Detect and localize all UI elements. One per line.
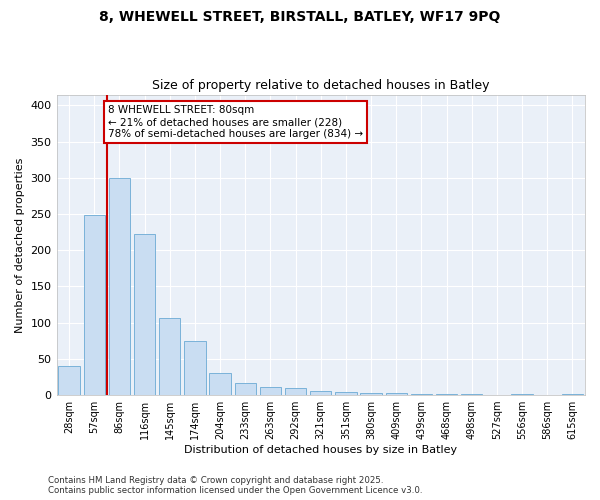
X-axis label: Distribution of detached houses by size in Batley: Distribution of detached houses by size … (184, 445, 457, 455)
Bar (411, 394, 432, 395)
Text: Contains HM Land Registry data © Crown copyright and database right 2025.
Contai: Contains HM Land Registry data © Crown c… (48, 476, 422, 495)
Bar (310, 392, 331, 395)
Bar (83, 216, 105, 395)
Bar (285, 388, 307, 395)
Bar (436, 394, 457, 395)
Bar (361, 393, 382, 395)
Text: 8 WHEWELL STREET: 80sqm
← 21% of detached houses are smaller (228)
78% of semi-d: 8 WHEWELL STREET: 80sqm ← 21% of detache… (108, 106, 363, 138)
Bar (109, 178, 130, 395)
Bar (159, 318, 181, 395)
Bar (562, 394, 583, 395)
Bar (235, 383, 256, 395)
Bar (260, 387, 281, 395)
Y-axis label: Number of detached properties: Number of detached properties (15, 157, 25, 332)
Bar (386, 393, 407, 395)
Bar (58, 366, 80, 395)
Bar (461, 394, 482, 395)
Bar (335, 392, 356, 395)
Bar (511, 394, 533, 395)
Bar (134, 234, 155, 395)
Title: Size of property relative to detached houses in Batley: Size of property relative to detached ho… (152, 79, 490, 92)
Text: 8, WHEWELL STREET, BIRSTALL, BATLEY, WF17 9PQ: 8, WHEWELL STREET, BIRSTALL, BATLEY, WF1… (100, 10, 500, 24)
Bar (184, 341, 206, 395)
Bar (209, 374, 231, 395)
